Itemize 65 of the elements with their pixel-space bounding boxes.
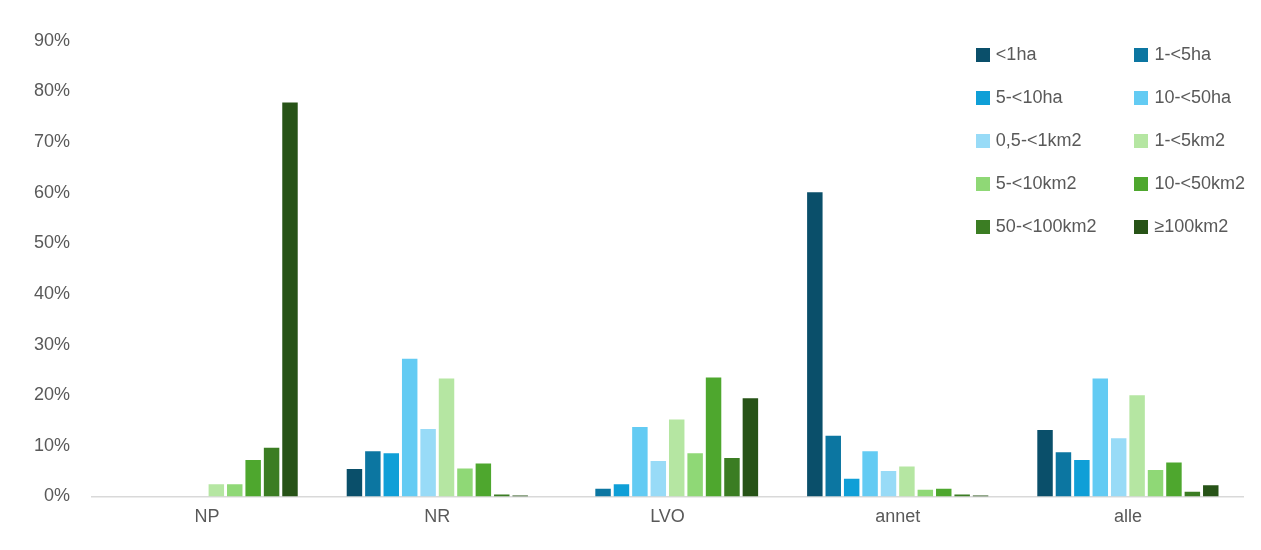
y-tick-label: 90% [34, 29, 71, 50]
legend-label: 5-<10ha [995, 87, 1063, 108]
bar [595, 488, 611, 497]
legend-label: 5-<10km2 [995, 173, 1077, 194]
legend-label: ≥100km2 [1154, 216, 1229, 237]
bar [383, 453, 400, 497]
bar [457, 468, 473, 497]
bar [1129, 395, 1145, 497]
bar [899, 466, 915, 497]
bar [1055, 452, 1072, 497]
bar [282, 102, 298, 497]
bar [742, 398, 759, 497]
bar [954, 494, 970, 497]
x-tick-label: alle [1113, 506, 1142, 527]
bar [420, 429, 436, 497]
x-tick-label: annet [875, 506, 921, 527]
x-tick-label: NP [194, 506, 220, 527]
y-tick-label: 0% [44, 485, 71, 506]
bar [807, 192, 823, 497]
bar [1203, 485, 1219, 497]
bar [687, 453, 703, 497]
bar [880, 471, 897, 497]
bar [1166, 462, 1182, 497]
bar [825, 435, 841, 497]
bar [401, 358, 418, 497]
bar [613, 484, 630, 497]
bar [650, 460, 667, 497]
bar [1110, 438, 1127, 497]
bar [1092, 378, 1109, 497]
bar [936, 488, 952, 497]
y-tick-label: 40% [34, 282, 71, 303]
bar [862, 451, 878, 497]
y-tick-label: 70% [34, 131, 71, 152]
legend-label: 10-<50ha [1154, 87, 1232, 108]
y-tick-label: 10% [34, 434, 71, 455]
x-tick-label: NR [424, 506, 451, 527]
bar [1147, 470, 1164, 497]
y-tick-label: 50% [34, 232, 71, 253]
bar [346, 469, 363, 497]
y-tick-label: 30% [34, 333, 71, 354]
bar [1037, 430, 1053, 497]
y-tick-label: 60% [34, 181, 71, 202]
legend-label: 0,5-<1km2 [995, 130, 1082, 151]
legend-label: 10-<50km2 [1154, 173, 1245, 194]
bar [668, 419, 685, 497]
legend-label: 1-<5ha [1154, 44, 1211, 65]
bar [475, 463, 492, 497]
legend-label: <1ha [995, 44, 1037, 65]
bar [263, 447, 280, 497]
bar [365, 451, 381, 497]
bar [208, 484, 225, 497]
x-tick-label: LVO [650, 506, 685, 527]
bar [227, 484, 243, 497]
bar [632, 427, 648, 497]
y-tick-label: 80% [34, 80, 71, 101]
y-tick-label: 20% [34, 384, 71, 405]
bar [438, 378, 455, 497]
legend-label: 50-<100km2 [995, 216, 1097, 237]
legend-label: 1-<5km2 [1154, 130, 1225, 151]
bar [245, 459, 261, 497]
bar [705, 377, 722, 497]
bar [843, 478, 860, 497]
bar [724, 457, 740, 497]
bar [494, 494, 510, 497]
bar [1074, 459, 1090, 497]
